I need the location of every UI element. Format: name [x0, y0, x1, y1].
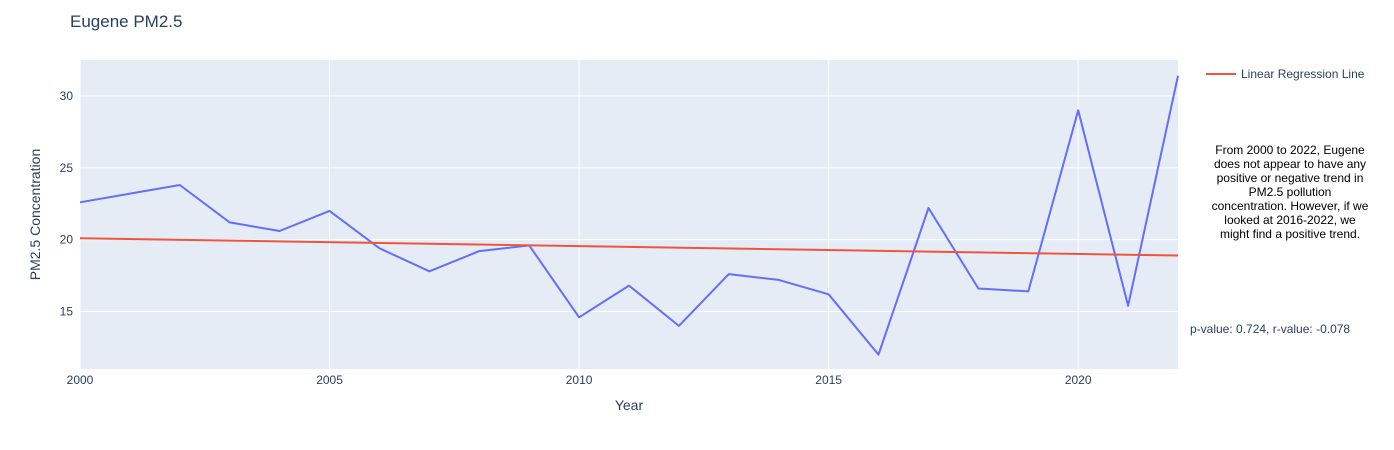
stats-annotation: p-value: 0.724, r-value: -0.078: [1190, 322, 1351, 336]
trend-annotation: From 2000 to 2022, Eugene does not appea…: [1211, 143, 1369, 241]
x-axis-title: Year: [615, 397, 644, 413]
series-line-pm25: [79, 75, 1179, 356]
plot-background: [80, 60, 1178, 369]
y-axis-title: PM2.5 Concentration: [27, 149, 43, 281]
x-tick-label-2010: 2010: [566, 373, 593, 387]
x-tick-label-2015: 2015: [815, 373, 842, 387]
y-tick-label-20: 20: [60, 233, 74, 247]
legend[interactable]: Linear Regression Line: [1206, 67, 1364, 81]
y-tick-label-30: 30: [60, 89, 74, 103]
series-line-regression: [79, 237, 1179, 257]
legend-label-regression: Linear Regression Line: [1241, 67, 1365, 81]
chart-title: Eugene PM2.5: [70, 12, 183, 31]
legend-swatch-regression: [1206, 73, 1236, 75]
y-tick-label-25: 25: [60, 161, 74, 175]
x-tick-label-2020: 2020: [1065, 373, 1092, 387]
y-tick-label-15: 15: [60, 305, 74, 319]
x-tick-label-2000: 2000: [67, 373, 94, 387]
x-tick-label-2005: 2005: [316, 373, 343, 387]
